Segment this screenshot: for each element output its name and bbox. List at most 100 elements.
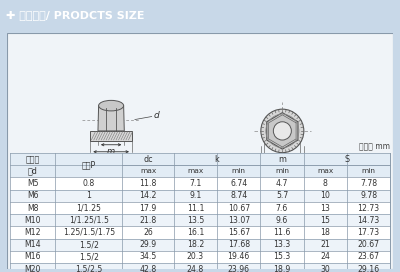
Text: M8: M8 — [27, 203, 38, 212]
Polygon shape — [267, 113, 298, 149]
Text: M5: M5 — [27, 179, 38, 188]
Text: 11.8: 11.8 — [139, 179, 157, 188]
Text: 29.9: 29.9 — [140, 240, 157, 249]
Bar — [10, 263, 390, 272]
Text: ✚ 商品参数/ PRODCTS SIZE: ✚ 商品参数/ PRODCTS SIZE — [6, 11, 144, 21]
Text: S: S — [344, 154, 350, 163]
Bar — [10, 251, 390, 263]
Polygon shape — [98, 106, 124, 131]
Text: 1.5/2.5: 1.5/2.5 — [75, 265, 102, 272]
Text: 10.67: 10.67 — [228, 203, 250, 212]
Text: max: max — [187, 168, 204, 174]
Text: 34.5: 34.5 — [140, 252, 157, 261]
Ellipse shape — [99, 100, 124, 111]
Text: 20.67: 20.67 — [358, 240, 380, 249]
Text: 1/1.25/1.5: 1/1.25/1.5 — [69, 216, 109, 225]
Text: 17.9: 17.9 — [140, 203, 157, 212]
Text: 单位： mm: 单位： mm — [359, 142, 390, 151]
Text: min: min — [232, 168, 246, 174]
Text: M20: M20 — [24, 265, 41, 272]
Text: dc: dc — [143, 154, 153, 163]
Text: 18.9: 18.9 — [273, 265, 291, 272]
Text: 11.6: 11.6 — [273, 228, 291, 237]
Text: 23.96: 23.96 — [228, 265, 250, 272]
Text: M6: M6 — [27, 191, 38, 200]
Text: m: m — [278, 154, 286, 163]
Text: 24: 24 — [320, 252, 330, 261]
Text: max: max — [317, 168, 334, 174]
Bar — [10, 153, 390, 177]
Text: 15: 15 — [320, 216, 330, 225]
Text: 26: 26 — [143, 228, 153, 237]
Text: 13.5: 13.5 — [187, 216, 204, 225]
Text: 14.73: 14.73 — [358, 216, 380, 225]
Text: M16: M16 — [24, 252, 41, 261]
Text: min: min — [362, 168, 376, 174]
Text: 9.78: 9.78 — [360, 191, 377, 200]
Text: 15.3: 15.3 — [273, 252, 291, 261]
Text: M12: M12 — [24, 228, 41, 237]
Text: 11.1: 11.1 — [187, 203, 204, 212]
Bar — [10, 202, 390, 214]
Text: 1.5/2: 1.5/2 — [79, 240, 99, 249]
Bar — [10, 177, 390, 190]
Text: 24.8: 24.8 — [187, 265, 204, 272]
Text: 20.3: 20.3 — [187, 252, 204, 261]
Text: m: m — [107, 147, 115, 156]
Text: 12.73: 12.73 — [358, 203, 380, 212]
Text: 5.7: 5.7 — [276, 191, 288, 200]
Text: 1.25/1.5/1.75: 1.25/1.5/1.75 — [63, 228, 115, 237]
Text: 公称直
径d: 公称直 径d — [26, 156, 40, 175]
Text: 6.74: 6.74 — [230, 179, 247, 188]
Text: M10: M10 — [24, 216, 41, 225]
Text: 17.73: 17.73 — [358, 228, 380, 237]
Text: 30: 30 — [320, 265, 330, 272]
Text: min: min — [275, 168, 289, 174]
Text: 15.67: 15.67 — [228, 228, 250, 237]
Text: 19.46: 19.46 — [228, 252, 250, 261]
Text: M14: M14 — [24, 240, 41, 249]
Circle shape — [261, 109, 304, 153]
Text: s: s — [280, 159, 284, 168]
Bar — [10, 214, 390, 226]
Text: 16.1: 16.1 — [187, 228, 204, 237]
Text: 29.16: 29.16 — [358, 265, 380, 272]
Bar — [10, 190, 390, 202]
Text: 14.2: 14.2 — [139, 191, 157, 200]
Text: 9.6: 9.6 — [276, 216, 288, 225]
Text: 0.8: 0.8 — [83, 179, 95, 188]
Bar — [90, 131, 132, 141]
Text: 1: 1 — [86, 191, 91, 200]
Text: 4.7: 4.7 — [276, 179, 288, 188]
Bar — [10, 153, 390, 272]
Text: 17.68: 17.68 — [228, 240, 250, 249]
Text: 7.1: 7.1 — [189, 179, 202, 188]
Text: 1.5/2: 1.5/2 — [79, 252, 99, 261]
Text: 21: 21 — [320, 240, 330, 249]
Circle shape — [273, 122, 291, 140]
Text: 7.6: 7.6 — [276, 203, 288, 212]
Text: 42.8: 42.8 — [140, 265, 157, 272]
Text: 深圳法兰威密零件有限公司: 深圳法兰威密零件有限公司 — [155, 191, 245, 203]
Text: 9.1: 9.1 — [189, 191, 202, 200]
Text: max: max — [140, 168, 156, 174]
Text: 21.8: 21.8 — [140, 216, 157, 225]
Text: k: k — [109, 154, 114, 163]
Bar — [10, 226, 390, 239]
Text: 18.2: 18.2 — [187, 240, 204, 249]
Bar — [10, 239, 390, 251]
Text: d: d — [154, 111, 160, 120]
Text: k: k — [215, 154, 220, 163]
Text: 13: 13 — [320, 203, 330, 212]
Text: 13.07: 13.07 — [228, 216, 250, 225]
Text: 13.3: 13.3 — [273, 240, 291, 249]
Text: 1/1.25: 1/1.25 — [76, 203, 101, 212]
Text: 8.74: 8.74 — [230, 191, 247, 200]
Text: 10: 10 — [320, 191, 330, 200]
Text: 螺距P: 螺距P — [82, 161, 96, 170]
Text: de: de — [277, 167, 288, 176]
Text: 18: 18 — [320, 228, 330, 237]
Text: 7.78: 7.78 — [360, 179, 377, 188]
Text: 8: 8 — [323, 179, 328, 188]
Text: 23.67: 23.67 — [358, 252, 380, 261]
